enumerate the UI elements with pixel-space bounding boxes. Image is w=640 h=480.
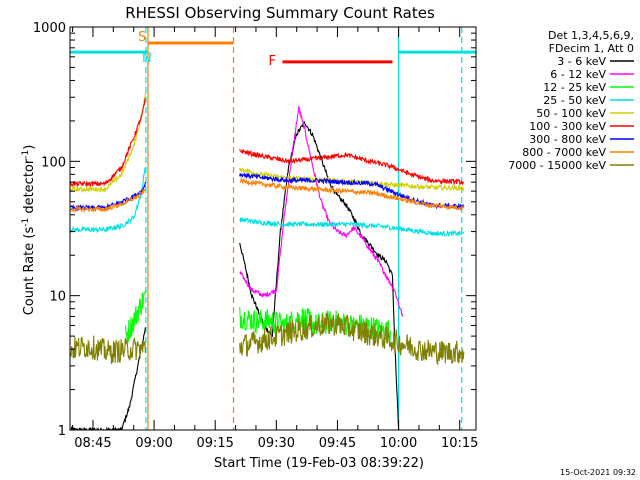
legend-header: FDecim 1, Att 0 [549, 42, 634, 55]
axes: 1 10 100 1000 08:45 09:00 09:15 09:30 09:45 10:00… [33, 21, 479, 451]
plot-frame [69, 26, 477, 431]
y-tick-label: 1 [58, 424, 66, 439]
y-tick-label: 1000 [33, 21, 66, 36]
legend-entry-label: 50 - 100 keV [536, 107, 606, 120]
series-line-6 [70, 98, 465, 188]
x-tick-label: 09:15 [196, 436, 233, 451]
series-line-2 [239, 105, 404, 317]
x-tick-label: 08:45 [74, 436, 111, 451]
series-line-9 [70, 312, 465, 366]
legend-header: Det 1,3,4,5,6,9, [548, 29, 634, 42]
series-line-4 [70, 167, 465, 238]
legend-entry-label: 6 - 12 keV [550, 68, 606, 81]
legend-entry-label: 7000 - 15000 keV [508, 159, 606, 172]
y-tick-label: 10 [49, 290, 66, 305]
y-tick-label: 100 [41, 155, 66, 170]
x-tick-label: 09:00 [135, 436, 172, 451]
series-line-7 [70, 172, 465, 212]
x-tick-label: 10:00 [380, 436, 417, 451]
flag-label: N [142, 51, 152, 66]
flag-label: F [268, 54, 275, 69]
legend: Det 1,3,4,5,6,9,FDecim 1, Att 03 - 6 keV… [508, 29, 634, 172]
timestamp: 15-Oct-2021 09:32 [560, 468, 636, 477]
series-line-5 [70, 92, 465, 194]
legend-entry-label: 3 - 6 keV [557, 55, 606, 68]
chart-title: RHESSI Observing Summary Count Rates [125, 4, 435, 22]
legend-entry-label: 300 - 800 keV [529, 133, 606, 146]
legend-entry-label: 12 - 25 keV [543, 81, 606, 94]
x-axis-label: Start Time (19-Feb-03 08:39:22) [214, 456, 424, 471]
y-axis-label: Count Rate (s-1 detector-1) [21, 145, 37, 316]
x-tick-label: 09:30 [258, 436, 295, 451]
flag-label: S [138, 30, 146, 45]
legend-entry-label: 100 - 300 keV [529, 120, 606, 133]
series-line-8 [70, 176, 465, 214]
legend-entry-label: 800 - 7000 keV [522, 146, 606, 159]
legend-entry-label: 25 - 50 keV [543, 94, 606, 107]
x-tick-label: 09:45 [319, 436, 356, 451]
x-tick-label: 10:15 [441, 436, 478, 451]
